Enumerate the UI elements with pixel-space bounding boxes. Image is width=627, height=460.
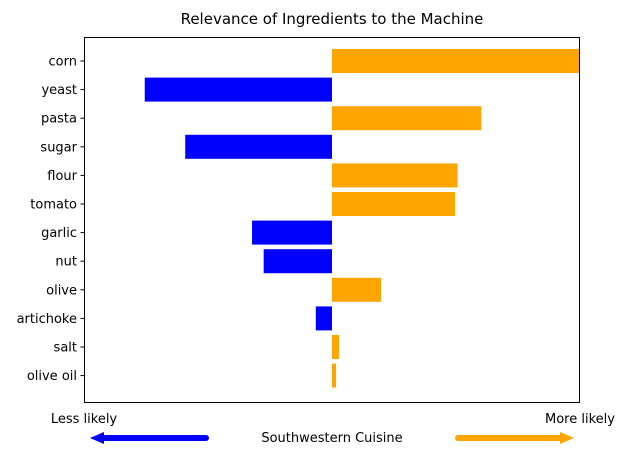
bar-sugar: [185, 134, 332, 159]
bar-artichoke: [315, 306, 332, 331]
y-tick-label: pasta: [41, 112, 77, 127]
y-tick-label: corn: [49, 55, 77, 70]
y-tick-label: artichoke: [17, 312, 77, 327]
y-tick-label: sugar: [40, 140, 77, 155]
axis-end-label-left: Less likely: [51, 412, 118, 427]
chart-title: Relevance of Ingredients to the Machine: [181, 10, 484, 28]
y-tick-label: nut: [55, 255, 77, 270]
y-tick-label: olive: [46, 283, 77, 298]
plot-frame: [84, 37, 580, 403]
bar-olive-oil: [332, 363, 337, 388]
axis-end-label-right: More likely: [545, 412, 615, 427]
bar-corn: [332, 49, 580, 73]
y-tick-label: flour: [47, 169, 77, 184]
bar-nut: [263, 249, 332, 274]
y-tick-label: olive oil: [27, 369, 77, 384]
y-tick-label: yeast: [41, 83, 77, 98]
y-tick-label: salt: [54, 341, 77, 356]
x-axis-label: Southwestern Cuisine: [261, 431, 402, 446]
bar-salt: [332, 335, 340, 359]
y-tick-label: tomato: [30, 198, 77, 213]
bar-garlic: [252, 220, 332, 245]
bar-pasta: [332, 106, 482, 131]
bar-tomato: [332, 192, 455, 216]
more-likely-arrow: [455, 432, 574, 444]
less-likely-arrow: [90, 432, 209, 444]
bar-olive: [332, 277, 382, 302]
bar-flour: [332, 163, 458, 188]
y-ticks: [80, 60, 84, 377]
bar-yeast: [144, 77, 332, 102]
y-tick-label: garlic: [41, 226, 77, 241]
bars-group: [144, 49, 580, 388]
y-tick-labels: corn yeast pasta sugar flour tomato garlic nut o…: [17, 55, 78, 385]
